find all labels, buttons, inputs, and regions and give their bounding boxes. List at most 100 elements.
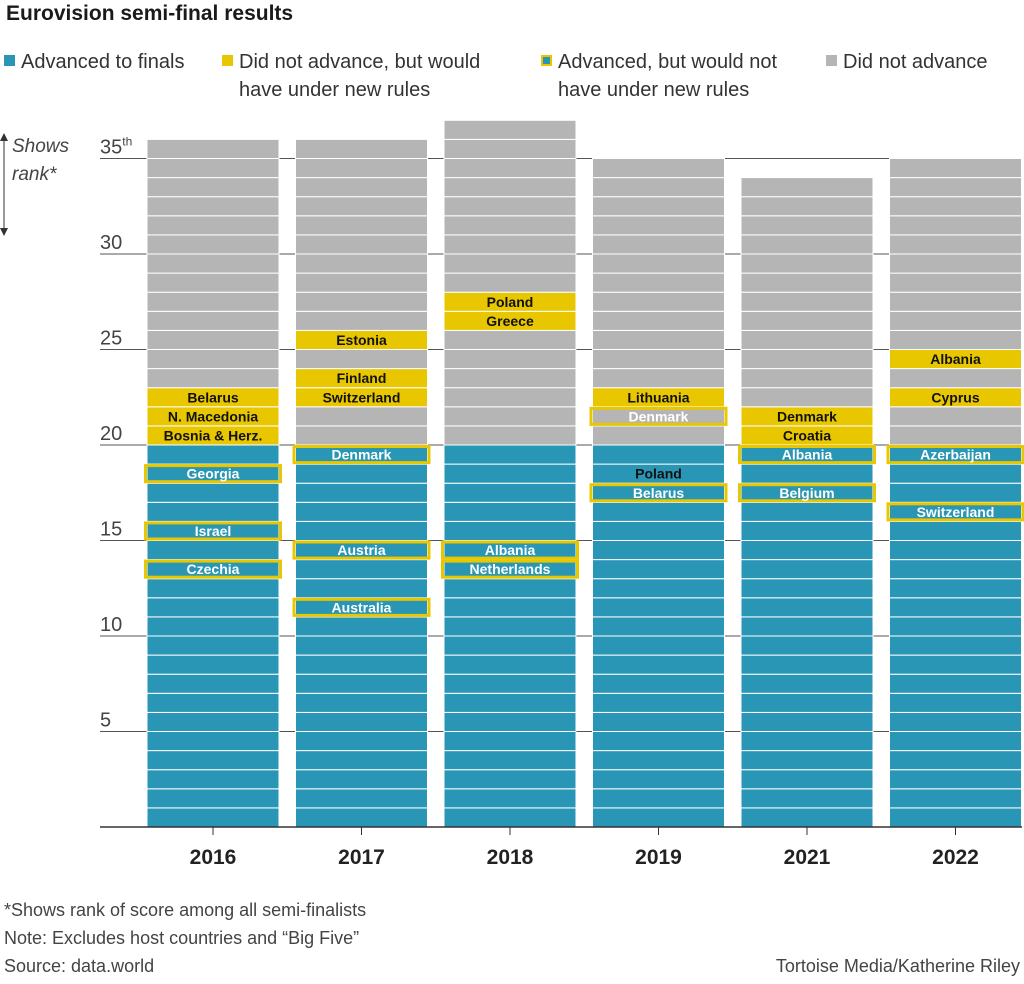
country-label-2022-25: Albania <box>930 351 981 367</box>
country-label-2018-15: Albania <box>485 542 536 558</box>
outline-2016-14 <box>144 559 282 579</box>
y-tick-label-25: 25 <box>100 328 122 350</box>
bar-segment-2022-9 <box>889 654 1022 675</box>
bar-segment-2016-3 <box>146 769 280 790</box>
bar-segment-2019-31 <box>592 234 725 255</box>
bar-segment-2016-20 <box>146 444 280 465</box>
bar-segment-2016-5 <box>146 731 280 752</box>
bar-segment-2017-27 <box>295 310 428 331</box>
y-tick-label-35: 35th <box>100 135 132 159</box>
bar-segment-2016-35 <box>146 158 280 179</box>
bar-segment-2021-17 <box>740 501 874 522</box>
outline-2022-20 <box>886 445 1024 465</box>
bar-segment-2021-14 <box>740 559 874 580</box>
country-label-2019-18: Belarus <box>633 485 685 501</box>
bar-segment-2022-1 <box>889 807 1022 828</box>
bar-segment-2018-33 <box>443 196 577 217</box>
bar-segment-2018-25 <box>443 349 577 370</box>
country-label-2017-24: Finland <box>337 370 387 386</box>
bar-segment-2016-28 <box>146 291 280 312</box>
bar-segment-2016-4 <box>146 750 280 771</box>
bar-segment-2017-14 <box>295 559 428 580</box>
bar-segment-2019-4 <box>592 750 725 771</box>
bar-segment-2018-37 <box>443 119 577 140</box>
country-label-2021-22: Denmark <box>777 408 837 424</box>
bar-segment-2019-21 <box>592 425 725 446</box>
bar-segment-2021-5 <box>740 731 874 752</box>
bar-segment-2021-2 <box>740 788 874 809</box>
bar-segment-2016-33 <box>146 196 280 217</box>
bar-segment-2016-10 <box>146 635 280 656</box>
bar-segment-2022-15 <box>889 540 1022 561</box>
bar-segment-2018-18 <box>443 482 577 503</box>
bar-segment-2016-7 <box>146 692 280 713</box>
bar-segment-2018-10 <box>443 635 577 656</box>
bar-segment-2019-9 <box>592 654 725 675</box>
legend-item-did-not-advance: Did not advance <box>826 48 988 76</box>
bar-segment-2017-22 <box>295 406 428 427</box>
country-label-2019-22: Denmark <box>629 408 689 424</box>
bar-segment-2017-5 <box>295 731 428 752</box>
bar-segment-2018-2 <box>443 788 577 809</box>
x-tick-label-2018: 2018 <box>487 846 534 869</box>
bar-segment-2017-34 <box>295 177 428 198</box>
bar-segment-2017-25 <box>295 349 428 370</box>
country-label-2017-20: Denmark <box>332 447 392 463</box>
country-label-2017-12: Australia <box>332 599 392 615</box>
bar-segment-2019-17 <box>592 501 725 522</box>
country-label-2017-26: Estonia <box>336 332 387 348</box>
bar-segment-2018-22 <box>443 406 577 427</box>
bar-segment-2017-32 <box>295 215 428 236</box>
bar-segment-2019-3 <box>592 769 725 790</box>
bar-segment-2017-16 <box>295 520 428 542</box>
legend-label-would-advance: Did not advance, but would have under new… <box>239 51 481 101</box>
chart-title: Eurovision semi-final results <box>6 2 294 25</box>
bar-segment-2019-24 <box>592 368 725 389</box>
bar-segment-2019-29 <box>592 272 725 293</box>
outline-2019-22 <box>589 406 728 426</box>
bar-segment-2021-24 <box>740 368 874 389</box>
bar-segment-2021-33 <box>740 196 874 217</box>
bar-segment-2021-25 <box>740 349 874 370</box>
bar-segment-2021-12 <box>740 597 874 618</box>
bar-segment-2017-13 <box>295 578 428 599</box>
legend-label-advanced-would-not: Advanced, but would not have under new ru… <box>558 51 778 101</box>
bar-segment-2018-1 <box>443 807 577 828</box>
bar-segment-2017-18 <box>295 482 428 503</box>
legend-item-would-advance: Did not advance, but would have under new… <box>222 48 480 104</box>
bar-segment-2018-20 <box>443 444 577 465</box>
bar-segment-2019-13 <box>592 578 725 599</box>
bar-segment-2021-1 <box>740 807 874 828</box>
bar-segment-2017-36 <box>295 138 428 159</box>
bar-segment-2017-1 <box>295 807 428 828</box>
bar-segment-2016-29 <box>146 272 280 293</box>
country-label-2018-27: Greece <box>486 313 534 329</box>
y-tick-label-5: 5 <box>100 710 111 732</box>
country-label-2022-20: Azerbaijan <box>920 447 991 463</box>
bar-segment-2021-7 <box>740 692 874 713</box>
bar-segment-2018-21 <box>443 425 577 446</box>
bar-segment-2021-11 <box>740 616 874 637</box>
rank-arrow-down-icon <box>0 228 8 236</box>
bar-segment-2022-14 <box>889 559 1022 580</box>
bar-segment-2017-11 <box>295 616 428 637</box>
bar-segment-2018-7 <box>443 692 577 713</box>
bar-segment-2018-32 <box>443 215 577 236</box>
bar-segment-2021-3 <box>740 769 874 790</box>
bar-segment-2017-19 <box>295 463 428 484</box>
bar-segment-2019-2 <box>592 788 725 809</box>
bar-segment-2021-15 <box>740 540 874 561</box>
bar-segment-2021-27 <box>740 310 874 331</box>
country-label-2022-17: Switzerland <box>917 504 995 520</box>
bar-segment-2016-36 <box>146 138 280 159</box>
bar-segment-2019-26 <box>592 329 725 350</box>
country-label-2019-19: Poland <box>635 466 682 482</box>
bar-segment-2021-29 <box>740 272 874 293</box>
outline-2019-18 <box>589 483 728 503</box>
bar-segment-2022-32 <box>889 215 1022 236</box>
bar-segment-2018-31 <box>443 234 577 255</box>
bar-segment-2018-30 <box>443 253 577 274</box>
bar-segment-2017-8 <box>295 673 428 694</box>
bar-segment-2021-31 <box>740 234 874 255</box>
footnote-source: Source: data.world <box>4 956 155 976</box>
